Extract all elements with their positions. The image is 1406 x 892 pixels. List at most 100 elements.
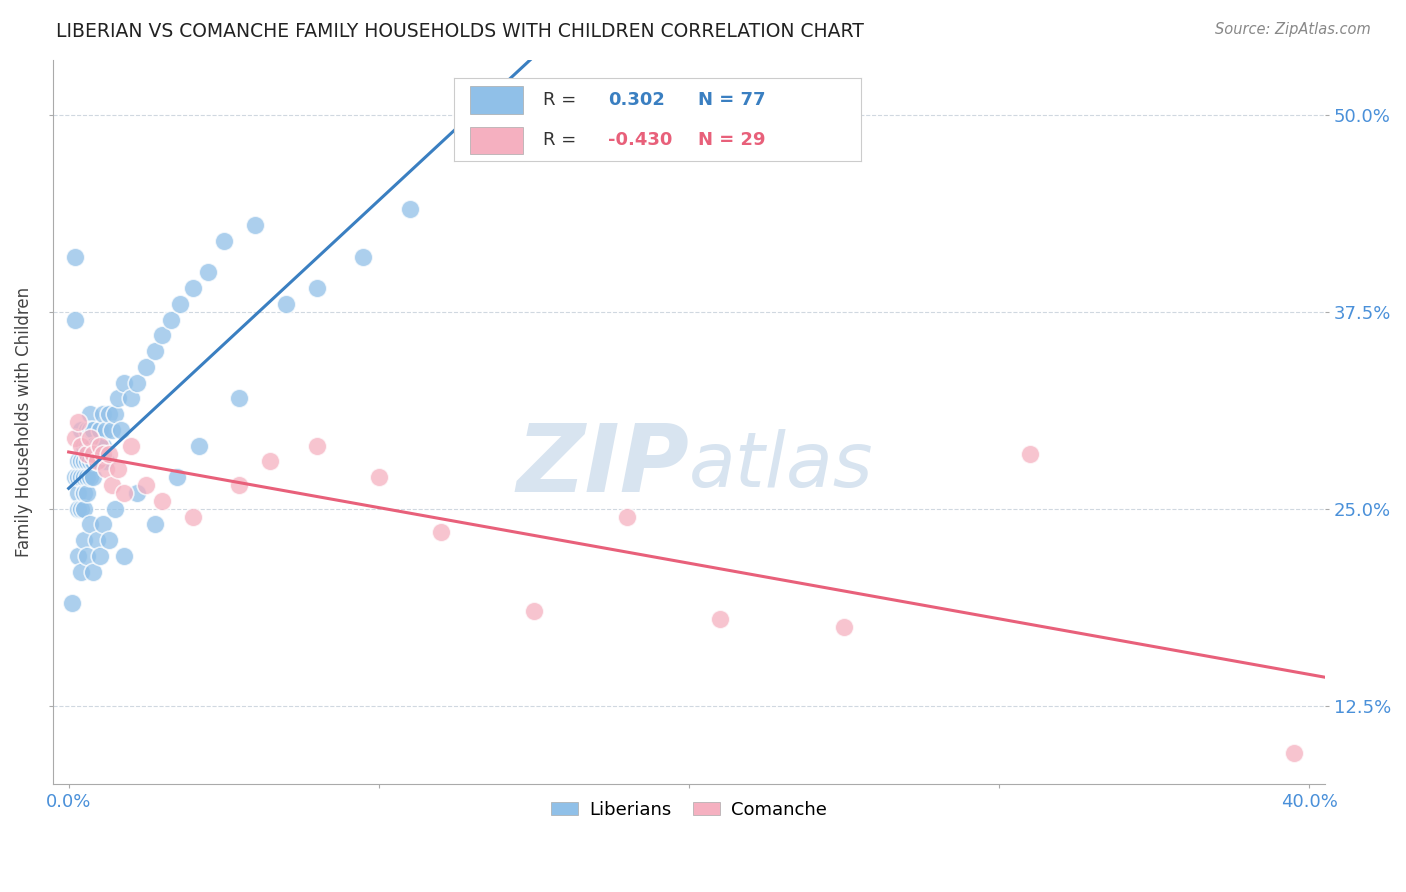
Point xyxy=(181,509,204,524)
Point xyxy=(70,454,93,468)
Point xyxy=(104,407,127,421)
Point xyxy=(259,454,281,468)
Point xyxy=(66,549,89,563)
Point xyxy=(104,501,127,516)
Point xyxy=(125,486,148,500)
Point xyxy=(91,517,114,532)
Point xyxy=(832,620,855,634)
Point xyxy=(70,439,93,453)
Point xyxy=(243,218,266,232)
Point xyxy=(70,501,93,516)
Point xyxy=(274,297,297,311)
Point xyxy=(73,501,96,516)
Point xyxy=(97,407,120,421)
Point xyxy=(76,423,98,437)
Point xyxy=(429,525,451,540)
Point xyxy=(145,344,167,359)
Point xyxy=(86,533,108,548)
Point xyxy=(82,454,104,468)
Point xyxy=(76,470,98,484)
Point xyxy=(76,439,98,453)
Point xyxy=(352,250,374,264)
Point xyxy=(398,202,420,217)
Point xyxy=(79,423,101,437)
Point xyxy=(94,423,117,437)
Point xyxy=(66,454,89,468)
Point xyxy=(91,446,114,460)
Point xyxy=(63,470,86,484)
Point xyxy=(169,297,191,311)
Point xyxy=(91,407,114,421)
Point xyxy=(135,478,157,492)
Point xyxy=(150,493,173,508)
Point xyxy=(145,517,167,532)
Point xyxy=(228,392,250,406)
Point xyxy=(110,423,132,437)
Point xyxy=(63,431,86,445)
Point xyxy=(82,439,104,453)
Point xyxy=(73,470,96,484)
Point xyxy=(89,439,111,453)
Point xyxy=(101,423,124,437)
Point xyxy=(212,234,235,248)
Point xyxy=(82,446,104,460)
Point xyxy=(114,549,136,563)
Point xyxy=(228,478,250,492)
Text: LIBERIAN VS COMANCHE FAMILY HOUSEHOLDS WITH CHILDREN CORRELATION CHART: LIBERIAN VS COMANCHE FAMILY HOUSEHOLDS W… xyxy=(56,22,865,41)
Point xyxy=(82,565,104,579)
Point xyxy=(107,462,129,476)
Point xyxy=(82,423,104,437)
Point xyxy=(66,415,89,429)
Point xyxy=(114,376,136,390)
Point xyxy=(523,604,546,618)
Point xyxy=(1282,746,1305,760)
Point xyxy=(89,549,111,563)
Point xyxy=(114,486,136,500)
Point xyxy=(89,454,111,468)
Point xyxy=(367,470,389,484)
Point xyxy=(94,454,117,468)
Point xyxy=(166,470,188,484)
Point xyxy=(616,509,638,524)
Point xyxy=(305,281,328,295)
Point xyxy=(73,454,96,468)
Text: Source: ZipAtlas.com: Source: ZipAtlas.com xyxy=(1215,22,1371,37)
Point xyxy=(79,454,101,468)
Point xyxy=(107,392,129,406)
Point xyxy=(89,439,111,453)
Point xyxy=(79,517,101,532)
Point xyxy=(66,486,89,500)
Point xyxy=(73,439,96,453)
Point xyxy=(79,470,101,484)
Point xyxy=(160,312,183,326)
Point xyxy=(91,439,114,453)
Point xyxy=(97,533,120,548)
Point xyxy=(101,478,124,492)
Point xyxy=(86,454,108,468)
Point xyxy=(60,596,83,610)
Legend: Liberians, Comanche: Liberians, Comanche xyxy=(544,794,834,826)
Point xyxy=(73,486,96,500)
Point xyxy=(70,565,93,579)
Point xyxy=(66,470,89,484)
Point xyxy=(63,250,86,264)
Point xyxy=(82,470,104,484)
Point xyxy=(86,439,108,453)
Point xyxy=(305,439,328,453)
Point xyxy=(120,439,142,453)
Point xyxy=(94,462,117,476)
Text: ZIP: ZIP xyxy=(516,419,689,511)
Point xyxy=(66,501,89,516)
Point xyxy=(76,549,98,563)
Point xyxy=(125,376,148,390)
Point xyxy=(181,281,204,295)
Point xyxy=(79,407,101,421)
Point xyxy=(76,446,98,460)
Text: atlas: atlas xyxy=(689,428,873,502)
Point xyxy=(70,423,93,437)
Point xyxy=(135,359,157,374)
Point xyxy=(1019,446,1042,460)
Point xyxy=(120,392,142,406)
Point xyxy=(79,431,101,445)
Point xyxy=(73,533,96,548)
